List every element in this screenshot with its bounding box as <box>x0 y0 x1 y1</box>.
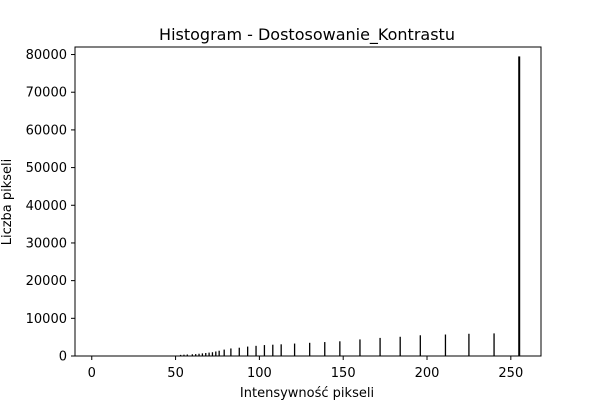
histogram-bar <box>359 339 361 356</box>
x-tick-label: 0 <box>88 366 96 381</box>
histogram-bar <box>186 354 188 356</box>
histogram-bar <box>444 334 447 356</box>
histogram-bar <box>493 333 495 356</box>
histogram-bar <box>195 354 197 356</box>
histogram-bar <box>211 352 214 356</box>
histogram-bar <box>179 354 182 356</box>
histogram-bar <box>201 353 204 356</box>
chart-title: Histogram - Dostosowanie_Kontrastu <box>159 25 455 45</box>
y-tick-label: 60000 <box>26 123 67 138</box>
histogram-bar <box>280 344 282 356</box>
histogram-bar <box>208 352 210 356</box>
histogram-bar <box>379 337 381 356</box>
histogram-bar <box>238 347 240 356</box>
y-axis-label: Liczba pikseli <box>0 159 15 246</box>
y-tick-label: 30000 <box>26 236 67 251</box>
histogram-bar <box>263 345 266 356</box>
y-axis-ticks: 0 10000 20000 30000 40000 50000 60000 70000 8000… <box>26 48 75 365</box>
histogram-bar <box>468 333 470 356</box>
histogram-bar <box>198 353 200 356</box>
bars-group <box>179 56 521 357</box>
histogram-bar <box>272 344 274 356</box>
histogram-bar <box>255 345 257 356</box>
histogram-bar <box>309 342 311 356</box>
y-tick-label: 10000 <box>26 312 67 327</box>
histogram-bar <box>419 335 421 356</box>
y-tick-label: 80000 <box>26 48 67 63</box>
histogram-bar <box>293 343 296 356</box>
histogram-bar <box>218 350 220 356</box>
x-axis-label: Intensywność pikseli <box>240 386 374 400</box>
x-tick-label: 250 <box>498 366 523 381</box>
x-tick-label: 50 <box>167 366 184 381</box>
y-tick-label: 0 <box>59 350 67 365</box>
histogram-bar <box>324 342 326 356</box>
histogram-bar <box>399 336 401 356</box>
histogram-bar <box>183 354 185 356</box>
histogram-bar <box>230 348 232 356</box>
x-tick-label: 100 <box>247 366 272 381</box>
x-axis-ticks: 0 50 100 150 200 250 <box>88 356 523 381</box>
histogram-bar <box>205 352 207 356</box>
histogram-bar <box>518 56 521 357</box>
y-tick-label: 40000 <box>26 199 67 214</box>
histogram-bar <box>247 346 249 356</box>
histogram-bar <box>215 351 217 356</box>
y-tick-label: 70000 <box>26 86 67 101</box>
histogram-bar <box>191 354 193 356</box>
histogram-bar <box>339 341 341 356</box>
x-tick-label: 150 <box>331 366 356 381</box>
y-tick-label: 50000 <box>26 161 67 176</box>
x-tick-label: 200 <box>415 366 440 381</box>
y-tick-label: 20000 <box>26 274 67 289</box>
histogram-bar <box>223 349 225 356</box>
plot-frame <box>74 46 542 357</box>
